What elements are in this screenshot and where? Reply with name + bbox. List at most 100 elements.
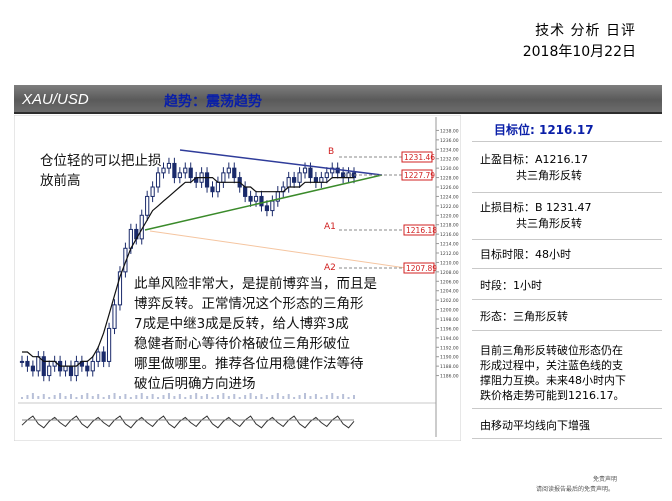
candle-body: [297, 172, 302, 183]
price-tick-label: 1196.00: [440, 326, 459, 332]
price-tick-label: 1198.00: [440, 317, 459, 323]
volume-bar: [162, 395, 165, 399]
candle-body: [204, 172, 210, 188]
candle-body: [101, 351, 106, 362]
volume-bar: [325, 395, 328, 399]
volume-bar: [69, 394, 72, 399]
volume-bar: [173, 396, 176, 399]
chart-frame: [14, 115, 461, 441]
candle-body: [210, 186, 215, 193]
stop-loss: 止损目标：B 1231.47: [480, 201, 592, 214]
volume-bar: [238, 397, 241, 399]
support-line: [144, 174, 383, 231]
volume-bar: [178, 394, 181, 399]
price-candles: [19, 157, 357, 382]
commentary-line: 破位后明确方向进场: [134, 376, 256, 392]
marker-b: B: [328, 147, 334, 157]
analysis-line: 跌价格走势可能到1216.17。: [480, 389, 625, 402]
price-tick-label: 1194.00: [440, 336, 459, 342]
candle-body: [286, 177, 291, 188]
candle-body: [90, 360, 95, 372]
volume-bar: [255, 396, 258, 399]
candle-body: [335, 167, 340, 174]
candle-body: [19, 360, 25, 363]
volume-bar: [200, 396, 203, 399]
disclaimer-text: 请阅读报告最后的免责声明。: [536, 486, 615, 493]
price-tick-label: 1186.00: [440, 374, 459, 380]
candle-body: [74, 360, 79, 377]
candle-body: [106, 327, 112, 362]
volume-bar: [42, 394, 45, 399]
sidebar-divider: [472, 192, 662, 193]
volume-bar: [64, 396, 67, 399]
fib-line: [149, 230, 407, 269]
volume-bar: [157, 397, 160, 399]
take-profit-note: 共三角形反转: [516, 169, 582, 182]
level-a2-box: [403, 262, 435, 274]
price-tick-label: 1202.00: [440, 298, 459, 304]
volume-bar: [249, 393, 252, 399]
candle-body: [177, 172, 182, 179]
volume-bar: [260, 394, 263, 399]
price-tick-label: 1224.00: [440, 194, 459, 200]
candle-body: [183, 167, 188, 174]
volume-bar: [146, 396, 149, 399]
candle-body: [150, 186, 155, 197]
candle-body: [63, 365, 68, 372]
price-tick-label: 1228.00: [440, 176, 459, 182]
candle-body: [117, 271, 123, 306]
volume-bar: [167, 393, 170, 399]
price-tick-label: 1200.00: [440, 308, 459, 314]
candle-body: [172, 162, 177, 179]
sidebar-divider: [472, 330, 662, 331]
volume-bar: [222, 393, 225, 399]
volume-bar: [184, 397, 187, 399]
volume-bar: [336, 396, 339, 399]
time-period: 时段：1小时: [480, 279, 542, 292]
stop-note: 仓位轻的可以把止损 放前高: [40, 151, 200, 191]
price-tick-label: 1220.00: [440, 213, 459, 219]
candle-body: [270, 200, 275, 212]
volume-bar: [189, 395, 192, 399]
take-profit: 止盈目标：A1216.17: [480, 153, 589, 166]
candle-body: [188, 167, 193, 179]
volume-bar: [314, 394, 317, 399]
sidebar-divider: [472, 299, 662, 300]
level-b-value: 1231.46: [404, 153, 435, 162]
sidebar-divider: [472, 438, 662, 439]
volume-bar: [124, 394, 127, 399]
price-tick-label: 1190.00: [440, 355, 459, 361]
volume-bar: [21, 397, 23, 399]
candle-body: [96, 351, 101, 362]
volume-bar: [271, 395, 274, 399]
candle-body: [47, 365, 52, 377]
volume-bar: [276, 393, 279, 399]
title-band: XAU/USD 趋势：震荡趋势: [14, 85, 662, 114]
volume-bar: [135, 395, 138, 399]
price-tick-label: 1212.00: [440, 251, 459, 257]
commentary-line: 7成是中继3成是反转，给人博弈3成: [134, 316, 349, 332]
price-tick-label: 1214.00: [440, 242, 459, 248]
marker-a1: A1: [324, 222, 336, 232]
level-a2-value: 1207.89: [406, 264, 437, 273]
volume-bar: [320, 397, 323, 399]
risk-commentary: 此单风险非常大，是提前博弈当，而且是 博弈反转。正常情况这个形态的三角形 7成是…: [134, 274, 456, 394]
volume-bar: [26, 395, 29, 399]
volume-bar: [97, 394, 100, 399]
level-a1-value: 1216.18: [406, 226, 437, 235]
volume-bar: [140, 393, 143, 399]
volume-bar: [37, 396, 40, 399]
volume-bar: [233, 394, 236, 399]
stop-note-line-2: 放前高: [40, 173, 81, 189]
candle-body: [226, 167, 231, 174]
analysis-line: 目前三角形反转破位形态仍在: [480, 344, 623, 357]
price-tick-label: 1210.00: [440, 260, 459, 266]
volume-bar: [108, 395, 111, 399]
price-tick-label: 1204.00: [440, 289, 459, 295]
price-chart-svg: 1238.00 1236.00 1234.00 1232.00 1230.00 1228.…: [14, 115, 461, 441]
price-axis-ticks: 1238.00 1236.00 1234.00 1232.00 1230.00 1228.…: [436, 128, 459, 380]
volume-bar: [118, 396, 121, 399]
volume-bar: [293, 397, 296, 399]
candle-body: [123, 247, 128, 273]
volume-bar: [113, 393, 116, 399]
